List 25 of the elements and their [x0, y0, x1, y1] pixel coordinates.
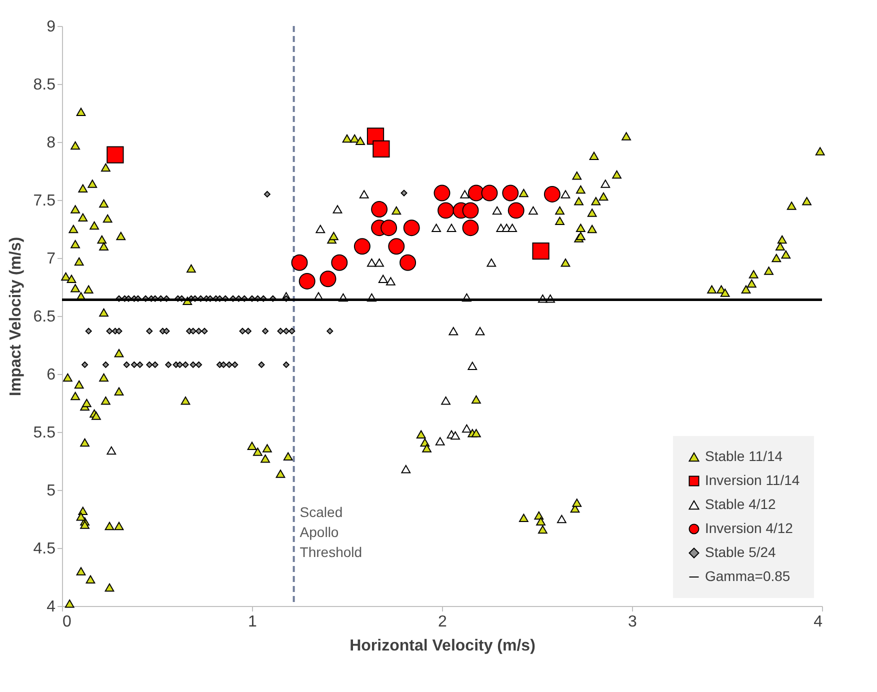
y-tick-label: 7 — [46, 250, 56, 268]
y-tick-label: 4 — [46, 598, 56, 616]
y-tick-label: 9 — [46, 18, 56, 36]
legend-label: Stable 5/24 — [705, 544, 776, 560]
x-tick-label: 0 — [62, 614, 72, 630]
legend-label: Stable 4/12 — [705, 496, 776, 512]
legend-label: Inversion 11/14 — [705, 472, 800, 488]
ref-line-label: Scaled Apollo Threshold — [300, 504, 362, 560]
legend-label: Gamma=0.85 — [705, 568, 790, 584]
x-axis-title: Horizontal Velocity (m/s) — [350, 638, 536, 654]
y-tick-label: 8.5 — [33, 76, 56, 94]
x-tick-label: 3 — [628, 614, 638, 630]
y-tick-label: 5 — [46, 482, 56, 500]
y-tick-label: 6.5 — [33, 308, 56, 326]
y-tick-label: 8 — [46, 134, 56, 152]
legend-label: Inversion 4/12 — [705, 520, 794, 536]
y-axis-title: Impact Velocity (m/s) — [7, 236, 24, 396]
y-tick-label: 5.5 — [33, 424, 56, 442]
y-tick-label: 6 — [46, 366, 56, 384]
x-tick-label: 1 — [248, 614, 258, 630]
x-tick-label: 2 — [438, 614, 448, 630]
legend-label: Stable 11/14 — [705, 448, 783, 464]
y-tick-label: 4.5 — [33, 540, 56, 558]
x-tick-label: 4 — [814, 614, 823, 630]
y-tick-label: 7.5 — [33, 192, 56, 210]
